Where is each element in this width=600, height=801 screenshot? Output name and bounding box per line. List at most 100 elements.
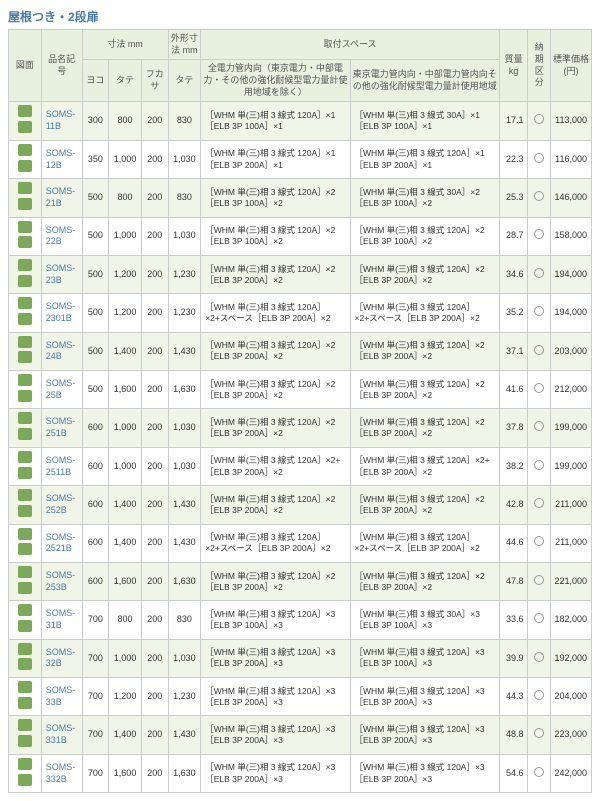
cell-spec1: ［WHM 単(三)相 3 線式 120A］×2［ELB 3P 200A］×2: [201, 371, 350, 409]
drawing-icon[interactable]: [18, 121, 32, 133]
drawing-buttons[interactable]: [9, 332, 42, 370]
cell-spec1: ［WHM 単(三)相 3 線式 120A］×2+スペース［ELB 3P 200A…: [201, 524, 350, 562]
cell-otate: 1,630: [168, 754, 201, 792]
cell-tate: 1,600: [109, 371, 142, 409]
drawing-icon[interactable]: [18, 451, 32, 463]
drawing-icon[interactable]: [18, 144, 32, 156]
drawing-buttons[interactable]: [9, 217, 42, 255]
drawing-icon[interactable]: [18, 297, 32, 309]
drawing-buttons[interactable]: [9, 716, 42, 754]
drawing-icon[interactable]: [18, 259, 32, 271]
cell-tate: 1,400: [109, 524, 142, 562]
drawing-buttons[interactable]: [9, 102, 42, 140]
model-link[interactable]: SOMS-2521B: [41, 524, 82, 562]
model-link[interactable]: SOMS-22B: [41, 217, 82, 255]
model-link[interactable]: SOMS-12B: [41, 140, 82, 178]
circle-icon: [534, 460, 544, 470]
model-link[interactable]: SOMS-33B: [41, 678, 82, 716]
drawing-icon[interactable]: [18, 658, 32, 670]
cell-otate: 1,630: [168, 562, 201, 600]
drawing-icon[interactable]: [18, 604, 32, 616]
drawing-icon[interactable]: [18, 275, 32, 287]
drawing-icon[interactable]: [18, 412, 32, 424]
drawing-icon[interactable]: [18, 697, 32, 709]
drawing-buttons[interactable]: [9, 601, 42, 639]
drawing-buttons[interactable]: [9, 486, 42, 524]
model-link[interactable]: SOMS-24B: [41, 332, 82, 370]
cell-yoko: 500: [82, 371, 109, 409]
model-link[interactable]: SOMS-25B: [41, 371, 82, 409]
model-link[interactable]: SOMS-252B: [41, 486, 82, 524]
drawing-buttons[interactable]: [9, 371, 42, 409]
cell-fukasa: 200: [141, 524, 168, 562]
drawing-buttons[interactable]: [9, 562, 42, 600]
drawing-icon[interactable]: [18, 313, 32, 325]
cell-spec2: ［WHM 単(三)相 3 線式 30A］×1［ELB 3P 100A］×1: [350, 102, 499, 140]
model-link[interactable]: SOMS-253B: [41, 562, 82, 600]
cell-spec2: ［WHM 単(三)相 3 線式 120A］×2［ELB 3P 200A］×2: [350, 409, 499, 447]
drawing-icon[interactable]: [18, 390, 32, 402]
cell-weight: 44.6: [499, 524, 528, 562]
drawing-icon[interactable]: [18, 774, 32, 786]
cell-otate: 1,230: [168, 678, 201, 716]
model-link[interactable]: SOMS-2511B: [41, 447, 82, 485]
drawing-icon[interactable]: [18, 528, 32, 540]
drawing-icon[interactable]: [18, 182, 32, 194]
drawing-icon[interactable]: [18, 543, 32, 555]
drawing-buttons[interactable]: [9, 255, 42, 293]
drawing-buttons[interactable]: [9, 678, 42, 716]
drawing-icon[interactable]: [18, 160, 32, 172]
model-link[interactable]: SOMS-251B: [41, 409, 82, 447]
th-space: 取付スペース: [201, 30, 500, 60]
circle-icon: [534, 114, 544, 124]
drawing-icon[interactable]: [18, 428, 32, 440]
cell-spec1: ［WHM 単(三)相 3 線式 120A］×2［ELB 3P 200A］×2: [201, 562, 350, 600]
drawing-icon[interactable]: [18, 758, 32, 770]
model-link[interactable]: SOMS-2301B: [41, 294, 82, 332]
drawing-icon[interactable]: [18, 489, 32, 501]
cell-fukasa: 200: [141, 562, 168, 600]
drawing-icon[interactable]: [18, 467, 32, 479]
drawing-buttons[interactable]: [9, 447, 42, 485]
cell-yoko: 300: [82, 102, 109, 140]
drawing-buttons[interactable]: [9, 639, 42, 677]
drawing-icon[interactable]: [18, 643, 32, 655]
drawing-buttons[interactable]: [9, 524, 42, 562]
drawing-icon[interactable]: [18, 198, 32, 210]
model-link[interactable]: SOMS-11B: [41, 102, 82, 140]
drawing-icon[interactable]: [18, 719, 32, 731]
cell-weight: 35.2: [499, 294, 528, 332]
model-link[interactable]: SOMS-32B: [41, 639, 82, 677]
drawing-buttons[interactable]: [9, 754, 42, 792]
drawing-icon[interactable]: [18, 566, 32, 578]
table-row: SOMS-2511B6001,0002001,030［WHM 単(三)相 3 線…: [9, 447, 592, 485]
circle-icon: [534, 728, 544, 738]
drawing-icon[interactable]: [18, 351, 32, 363]
th-delivery: 納期 区分: [528, 30, 551, 102]
drawing-buttons[interactable]: [9, 140, 42, 178]
model-link[interactable]: SOMS-332B: [41, 754, 82, 792]
th-drawing: 図面: [9, 30, 42, 102]
drawing-buttons[interactable]: [9, 409, 42, 447]
drawing-icon[interactable]: [18, 236, 32, 248]
model-link[interactable]: SOMS-331B: [41, 716, 82, 754]
drawing-icon[interactable]: [18, 582, 32, 594]
drawing-buttons[interactable]: [9, 179, 42, 217]
model-link[interactable]: SOMS-31B: [41, 601, 82, 639]
drawing-icon[interactable]: [18, 105, 32, 117]
cell-weight: 37.8: [499, 409, 528, 447]
drawing-icon[interactable]: [18, 374, 32, 386]
drawing-buttons[interactable]: [9, 294, 42, 332]
model-link[interactable]: SOMS-21B: [41, 179, 82, 217]
drawing-icon[interactable]: [18, 336, 32, 348]
cell-delivery: [528, 639, 551, 677]
drawing-icon[interactable]: [18, 505, 32, 517]
cell-fukasa: 200: [141, 678, 168, 716]
cell-spec2: ［WHM 単(三)相 3 線式 30A］×2［ELB 3P 100A］×2: [350, 179, 499, 217]
drawing-icon[interactable]: [18, 735, 32, 747]
drawing-icon[interactable]: [18, 620, 32, 632]
drawing-icon[interactable]: [18, 221, 32, 233]
cell-fukasa: 200: [141, 255, 168, 293]
drawing-icon[interactable]: [18, 681, 32, 693]
model-link[interactable]: SOMS-23B: [41, 255, 82, 293]
